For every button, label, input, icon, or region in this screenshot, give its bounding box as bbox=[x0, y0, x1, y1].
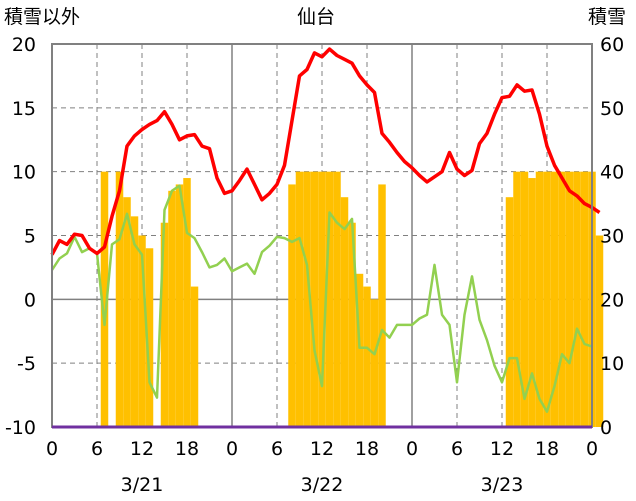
snow-depth-bar bbox=[565, 171, 574, 427]
snow-depth-bar bbox=[100, 171, 109, 427]
snow-depth-bar bbox=[580, 171, 589, 427]
left-tick-label: 15 bbox=[12, 98, 36, 120]
date-label: 3/22 bbox=[301, 474, 344, 496]
snow-depth-bar bbox=[348, 222, 356, 427]
x-tick-label: 18 bbox=[175, 438, 199, 460]
snow-depth-bar bbox=[513, 171, 521, 427]
plot-frame bbox=[51, 43, 593, 429]
right-tick-label: 50 bbox=[600, 98, 624, 120]
snow-depth-bar bbox=[160, 222, 169, 427]
left-axis-ticks: 20 15 10 5 0 -5 -10 bbox=[5, 34, 36, 439]
snow-depth-bar bbox=[528, 178, 536, 427]
x-tick-label: 0 bbox=[226, 438, 238, 460]
snow-depth-bar bbox=[190, 286, 199, 427]
snow-depth-bar bbox=[550, 171, 559, 427]
right-axis-label: 積雪 bbox=[588, 6, 627, 28]
snow-depth-bar bbox=[318, 171, 326, 427]
snow-depth-bar bbox=[145, 248, 154, 427]
snow-depth-bar bbox=[295, 171, 304, 427]
x-tick-label: 6 bbox=[451, 438, 463, 460]
snow-depth-bar bbox=[333, 171, 341, 427]
left-tick-label: 10 bbox=[12, 162, 36, 184]
x-tick-label: 0 bbox=[586, 438, 598, 460]
right-tick-label: 10 bbox=[600, 353, 624, 375]
right-axis-ticks: 60 50 40 30 20 10 0 bbox=[600, 34, 624, 439]
snow-depth-bar bbox=[183, 178, 191, 427]
right-tick-label: 20 bbox=[600, 289, 624, 311]
x-axis-ticks: 0 6 12 18 0 6 12 18 0 6 12 18 0 bbox=[46, 438, 598, 460]
x-tick-label: 0 bbox=[406, 438, 418, 460]
snow-depth-bar bbox=[123, 197, 131, 427]
chart-title: 仙台 bbox=[297, 6, 336, 28]
snow-depth-bars bbox=[100, 171, 604, 427]
x-tick-label: 18 bbox=[355, 438, 379, 460]
snow-depth-bar bbox=[543, 171, 551, 427]
right-tick-label: 60 bbox=[600, 34, 624, 56]
snow-depth-bar bbox=[310, 171, 319, 427]
x-tick-label: 0 bbox=[46, 438, 58, 460]
snow-depth-bar bbox=[505, 197, 514, 427]
left-tick-label: -5 bbox=[17, 353, 36, 375]
date-labels: 3/21 3/22 3/23 bbox=[121, 474, 524, 496]
snow-depth-bar bbox=[520, 171, 529, 427]
snow-depth-bar bbox=[355, 273, 364, 427]
snow-depth-bar bbox=[535, 171, 544, 427]
snow-depth-bar bbox=[130, 216, 139, 427]
snow-depth-bar bbox=[175, 184, 184, 427]
date-label: 3/21 bbox=[121, 474, 164, 496]
temperature-line bbox=[50, 47, 601, 256]
snow-depth-bar bbox=[370, 299, 379, 427]
left-tick-label: 5 bbox=[24, 226, 36, 248]
left-tick-label: 20 bbox=[12, 34, 36, 56]
right-tick-label: 40 bbox=[600, 162, 624, 184]
snow-depth-bar bbox=[363, 286, 371, 427]
left-axis-label: 積雪以外 bbox=[4, 6, 81, 28]
snow-depth-bar bbox=[138, 235, 146, 427]
right-tick-label: 0 bbox=[600, 417, 612, 439]
x-tick-label: 6 bbox=[271, 438, 283, 460]
snow-depth-bar bbox=[325, 171, 334, 427]
snow-depth-bar bbox=[288, 184, 296, 427]
x-tick-label: 18 bbox=[535, 438, 559, 460]
snow-depth-bar bbox=[340, 197, 349, 427]
snow-depth-bar bbox=[168, 190, 176, 427]
x-tick-label: 6 bbox=[91, 438, 103, 460]
right-tick-label: 30 bbox=[600, 226, 624, 248]
x-tick-label: 12 bbox=[310, 438, 334, 460]
snow-depth-bar bbox=[378, 184, 386, 427]
x-tick-label: 12 bbox=[490, 438, 514, 460]
snow-depth-bar bbox=[558, 171, 566, 427]
line-series bbox=[50, 47, 601, 413]
left-tick-label: 0 bbox=[24, 289, 36, 311]
date-label: 3/23 bbox=[481, 474, 524, 496]
snow-depth-bar bbox=[303, 171, 311, 427]
snow-depth-bar bbox=[115, 171, 124, 427]
snow-depth-bar bbox=[573, 171, 581, 427]
x-tick-label: 12 bbox=[130, 438, 154, 460]
green-series-line bbox=[50, 184, 593, 413]
left-tick-label: -10 bbox=[5, 417, 36, 439]
snow-depth-bar bbox=[595, 235, 604, 427]
